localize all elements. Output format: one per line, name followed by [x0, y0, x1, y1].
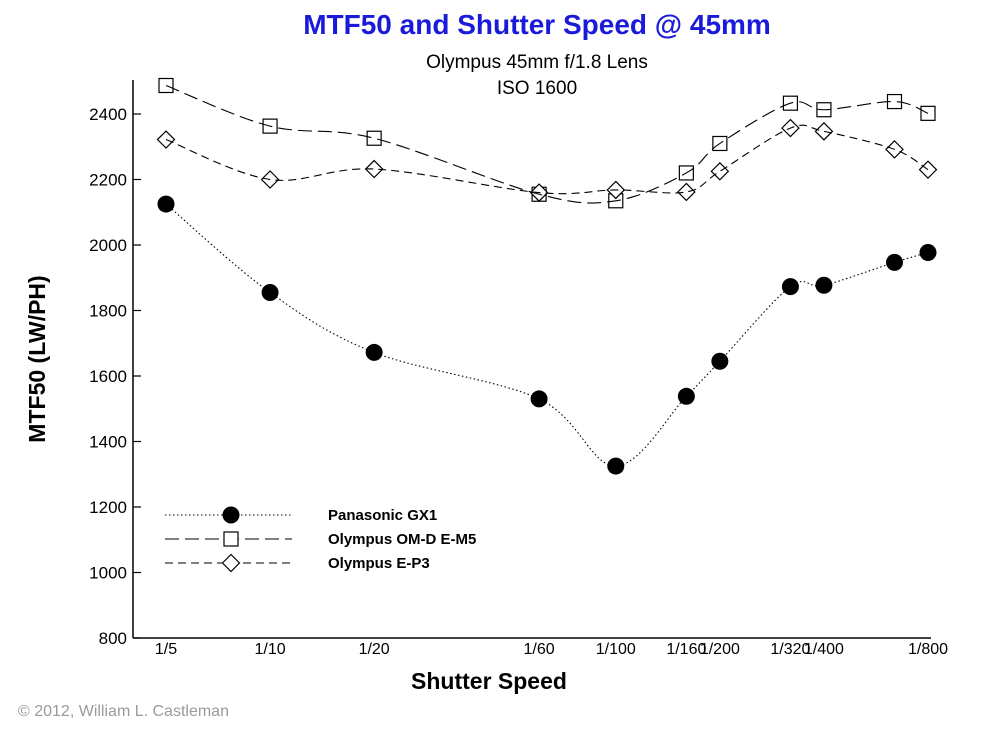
legend-marker-1 [222, 506, 240, 524]
y-tick-label: 2000 [89, 236, 127, 255]
chart-subtitle-line-1: Olympus 45mm f/1.8 Lens [426, 52, 648, 73]
markers [156, 77, 938, 475]
y-tick-label: 1200 [89, 498, 127, 517]
x-tick-label: 1/400 [804, 641, 844, 658]
legend: Panasonic GX1 Olympus OM-D E-M5 Olympus E-… [165, 506, 476, 573]
legend-label-3: Olympus E-P3 [328, 555, 430, 572]
x-tick-label: 1/800 [908, 641, 948, 658]
series-line-3 [165, 124, 929, 195]
legend-label-1: Panasonic GX1 [328, 507, 437, 524]
data-point-series-3 [364, 159, 384, 179]
legend-label-2: Olympus OM-D E-M5 [328, 531, 476, 548]
data-point-series-1 [677, 387, 695, 405]
y-tick-label: 1000 [89, 564, 127, 583]
x-tick-label: 1/320 [770, 641, 810, 658]
x-tick-label: 1/60 [524, 641, 555, 658]
series-layer [156, 77, 938, 475]
x-tick-label: 1/10 [255, 641, 286, 658]
y-tick-label: 1600 [89, 367, 127, 386]
x-tick-label: 1/160 [666, 641, 706, 658]
y-tick-label: 1400 [89, 433, 127, 452]
x-tick-label: 1/20 [359, 641, 390, 658]
copyright-notice: © 2012, William L. Castleman [18, 703, 229, 720]
series-line-2 [165, 84, 929, 204]
data-point-series-1 [885, 253, 903, 271]
x-axis-label: Shutter Speed [411, 668, 567, 694]
chart-subtitle-line-2: ISO 1600 [497, 78, 577, 99]
x-tick-label: 1/200 [700, 641, 740, 658]
x-tick-label: 1/5 [155, 641, 177, 658]
y-ticks: 800 1000 1200 1400 1600 1800 2000 2200 2400 [89, 105, 141, 648]
y-tick-label: 1800 [89, 302, 127, 321]
y-tick-label: 2400 [89, 105, 127, 124]
y-axis-label: MTF50 (LW/PH) [24, 275, 50, 442]
chart-title: MTF50 and Shutter Speed @ 45mm [303, 9, 771, 40]
x-tick-label: 1/100 [596, 641, 636, 658]
data-point-series-3 [814, 122, 834, 141]
legend-marker-2 [223, 531, 239, 547]
data-point-series-3 [710, 161, 730, 181]
data-point-series-1 [919, 244, 937, 262]
data-point-series-2 [366, 130, 382, 146]
series-line-1 [165, 203, 929, 467]
data-point-series-1 [711, 352, 729, 370]
y-tick-label: 800 [99, 629, 127, 648]
legend-marker-3 [221, 553, 241, 573]
y-tick-label: 2200 [89, 171, 127, 190]
data-point-series-3 [677, 182, 696, 202]
